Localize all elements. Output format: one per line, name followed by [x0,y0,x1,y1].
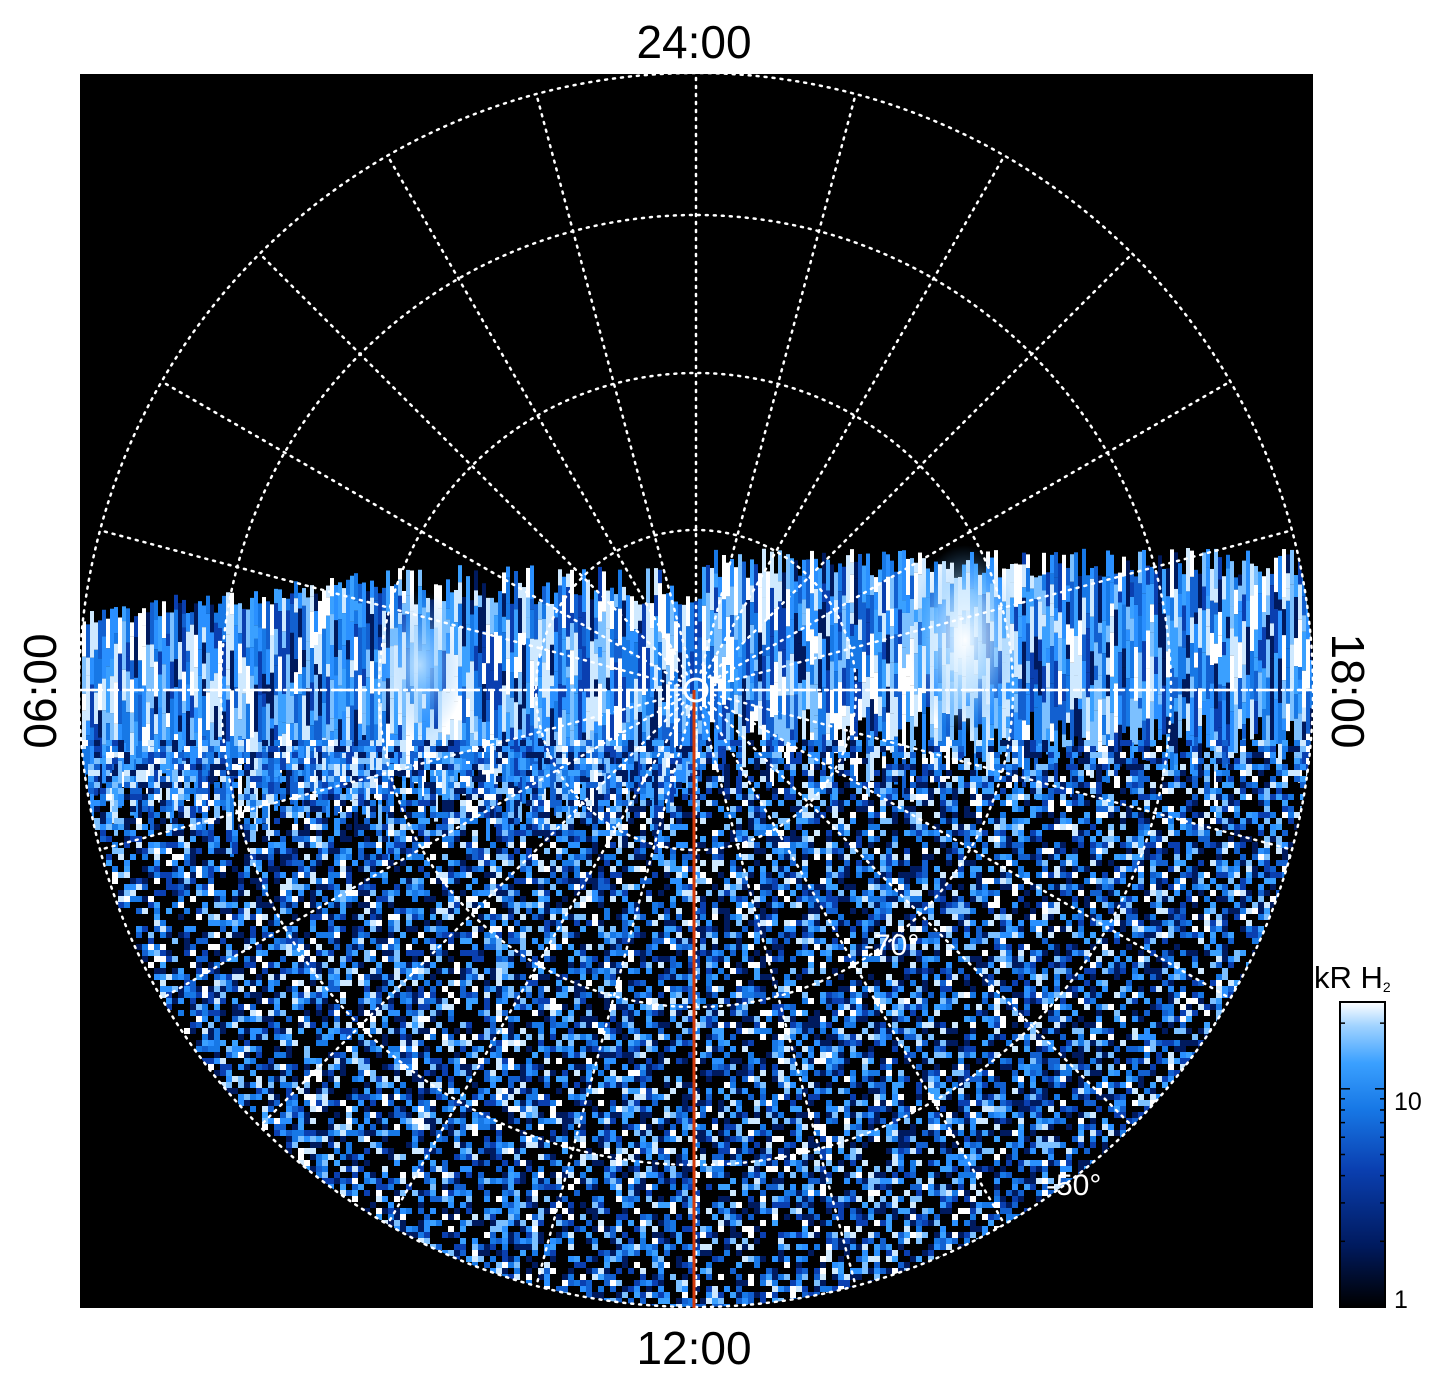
local-time-label-left: 06:00 [14,633,66,748]
local-time-meridian [386,704,689,1226]
local-time-meridian [703,704,1006,1226]
local-time-meridian [707,701,1134,1128]
latitude-ring [80,74,1313,1308]
colorbar-tick-label-10: 10 [1394,1088,1422,1116]
bright-emission-patch-dusk [910,545,1020,735]
local-time-meridian [535,706,693,1288]
colorbar-tick-label-1: 1 [1394,1286,1408,1314]
local-time-label-bottom: 12:00 [636,1322,751,1374]
local-time-meridian [98,693,680,851]
local-time-meridian [386,154,689,676]
local-time-meridian [712,693,1294,851]
latitude-label-70: -70° [864,929,919,962]
local-time-meridian [258,701,685,1128]
local-time-meridian [699,706,857,1288]
colorbar: kR H2 10 1 [1314,960,1422,1314]
colorbar-title-subscript: 2 [1383,979,1391,995]
local-time-meridian [98,529,680,687]
local-time-meridian [699,92,857,674]
pole-marker [683,677,709,703]
local-time-meridian [707,252,1134,679]
local-time-meridian [535,92,693,674]
dayside-noise-speckle [82,740,1312,1307]
local-time-meridian [710,380,1232,683]
local-time-label-right: 18:00 [1322,633,1374,748]
local-time-meridian [258,252,685,679]
local-time-label-top: 24:00 [636,16,751,68]
local-time-meridian [703,154,1006,676]
local-time-meridian [160,697,682,1000]
local-time-meridian [160,380,682,683]
latitude-label-50: -50° [1046,1169,1101,1202]
local-time-meridian [710,697,1232,1000]
colorbar-title: kR H2 [1314,960,1391,995]
colorbar-gradient [1339,1001,1386,1308]
colorbar-ticks [1340,1022,1385,1243]
local-time-meridian [712,529,1294,687]
polar-grid [80,74,1313,1308]
bright-emission-patch-dawn [375,590,465,740]
